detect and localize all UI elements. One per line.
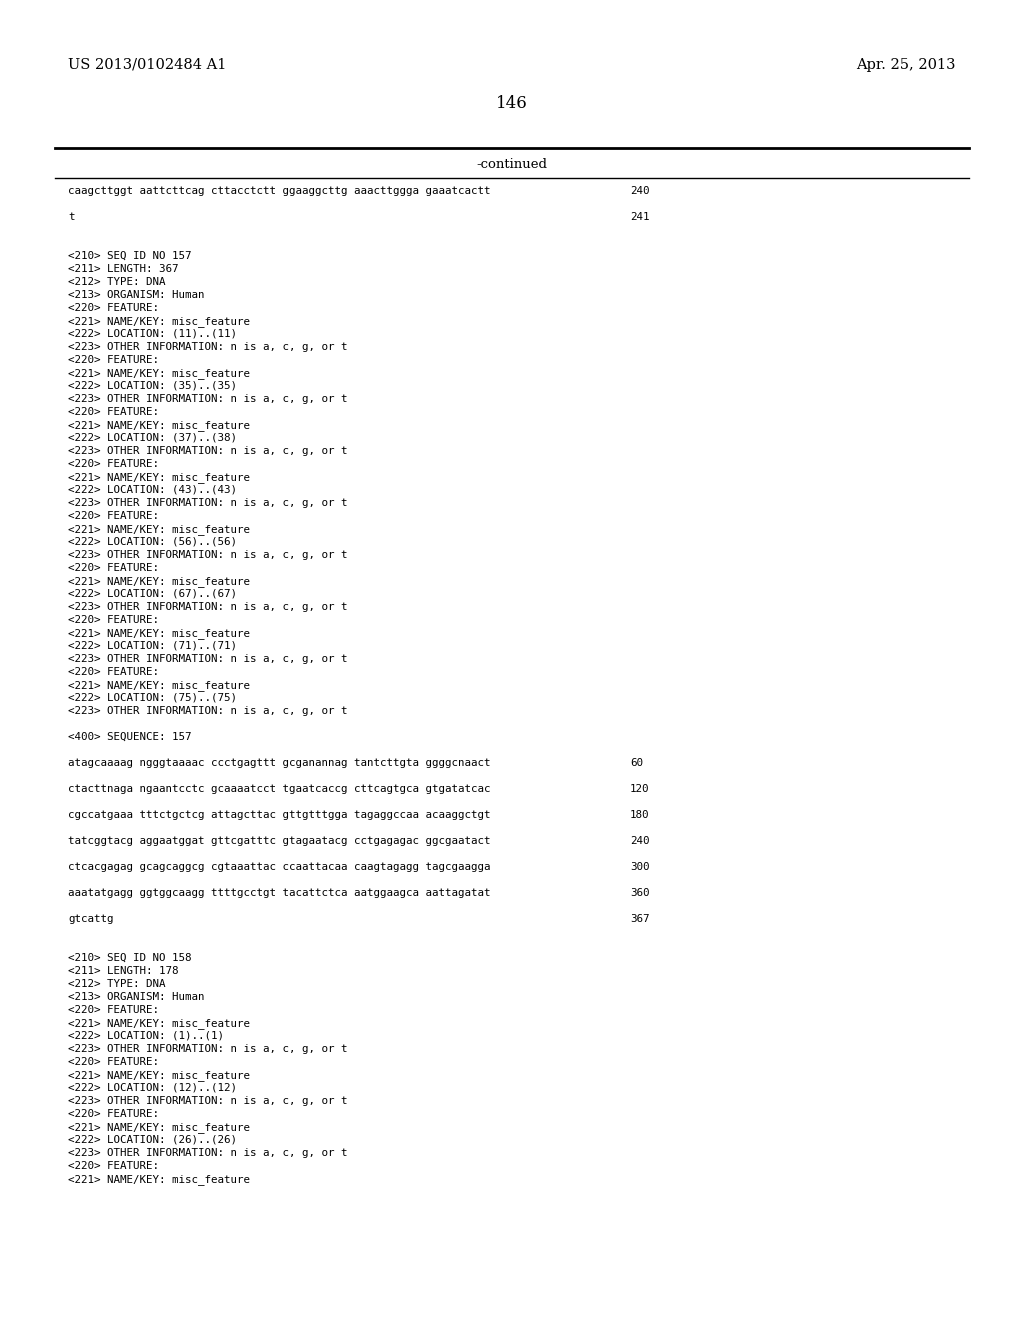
Text: <222> LOCATION: (35)..(35): <222> LOCATION: (35)..(35) [68, 381, 237, 391]
Text: <210> SEQ ID NO 157: <210> SEQ ID NO 157 [68, 251, 191, 261]
Text: <222> LOCATION: (11)..(11): <222> LOCATION: (11)..(11) [68, 329, 237, 339]
Text: <223> OTHER INFORMATION: n is a, c, g, or t: <223> OTHER INFORMATION: n is a, c, g, o… [68, 550, 347, 560]
Text: <222> LOCATION: (71)..(71): <222> LOCATION: (71)..(71) [68, 642, 237, 651]
Text: <220> FEATURE:: <220> FEATURE: [68, 1005, 159, 1015]
Text: <400> SEQUENCE: 157: <400> SEQUENCE: 157 [68, 733, 191, 742]
Text: aaatatgagg ggtggcaagg ttttgcctgt tacattctca aatggaagca aattagatat: aaatatgagg ggtggcaagg ttttgcctgt tacattc… [68, 888, 490, 898]
Text: <223> OTHER INFORMATION: n is a, c, g, or t: <223> OTHER INFORMATION: n is a, c, g, o… [68, 498, 347, 508]
Text: gtcattg: gtcattg [68, 913, 114, 924]
Text: <221> NAME/KEY: misc_feature: <221> NAME/KEY: misc_feature [68, 1071, 250, 1081]
Text: 180: 180 [630, 810, 649, 820]
Text: 240: 240 [630, 836, 649, 846]
Text: 367: 367 [630, 913, 649, 924]
Text: <221> NAME/KEY: misc_feature: <221> NAME/KEY: misc_feature [68, 628, 250, 639]
Text: <222> LOCATION: (26)..(26): <222> LOCATION: (26)..(26) [68, 1135, 237, 1144]
Text: <223> OTHER INFORMATION: n is a, c, g, or t: <223> OTHER INFORMATION: n is a, c, g, o… [68, 1044, 347, 1053]
Text: <223> OTHER INFORMATION: n is a, c, g, or t: <223> OTHER INFORMATION: n is a, c, g, o… [68, 446, 347, 455]
Text: ctacttnaga ngaantcctc gcaaaatcct tgaatcaccg cttcagtgca gtgatatcac: ctacttnaga ngaantcctc gcaaaatcct tgaatca… [68, 784, 490, 795]
Text: <213> ORGANISM: Human: <213> ORGANISM: Human [68, 993, 205, 1002]
Text: <220> FEATURE:: <220> FEATURE: [68, 1109, 159, 1119]
Text: caagcttggt aattcttcag cttacctctt ggaaggcttg aaacttggga gaaatcactt: caagcttggt aattcttcag cttacctctt ggaaggc… [68, 186, 490, 195]
Text: <220> FEATURE:: <220> FEATURE: [68, 304, 159, 313]
Text: <221> NAME/KEY: misc_feature: <221> NAME/KEY: misc_feature [68, 420, 250, 430]
Text: <221> NAME/KEY: misc_feature: <221> NAME/KEY: misc_feature [68, 1122, 250, 1133]
Text: <213> ORGANISM: Human: <213> ORGANISM: Human [68, 290, 205, 300]
Text: <220> FEATURE:: <220> FEATURE: [68, 459, 159, 469]
Text: <223> OTHER INFORMATION: n is a, c, g, or t: <223> OTHER INFORMATION: n is a, c, g, o… [68, 653, 347, 664]
Text: 241: 241 [630, 213, 649, 222]
Text: <223> OTHER INFORMATION: n is a, c, g, or t: <223> OTHER INFORMATION: n is a, c, g, o… [68, 602, 347, 612]
Text: <211> LENGTH: 367: <211> LENGTH: 367 [68, 264, 178, 275]
Text: <220> FEATURE:: <220> FEATURE: [68, 1057, 159, 1067]
Text: <222> LOCATION: (75)..(75): <222> LOCATION: (75)..(75) [68, 693, 237, 704]
Text: -continued: -continued [476, 158, 548, 172]
Text: <220> FEATURE:: <220> FEATURE: [68, 511, 159, 521]
Text: ctcacgagag gcagcaggcg cgtaaattac ccaattacaa caagtagagg tagcgaagga: ctcacgagag gcagcaggcg cgtaaattac ccaatta… [68, 862, 490, 873]
Text: <220> FEATURE:: <220> FEATURE: [68, 1162, 159, 1171]
Text: 146: 146 [496, 95, 528, 112]
Text: cgccatgaaa tttctgctcg attagcttac gttgtttgga tagaggccaa acaaggctgt: cgccatgaaa tttctgctcg attagcttac gttgttt… [68, 810, 490, 820]
Text: 60: 60 [630, 758, 643, 768]
Text: <222> LOCATION: (43)..(43): <222> LOCATION: (43)..(43) [68, 484, 237, 495]
Text: <222> LOCATION: (37)..(38): <222> LOCATION: (37)..(38) [68, 433, 237, 444]
Text: <221> NAME/KEY: misc_feature: <221> NAME/KEY: misc_feature [68, 368, 250, 379]
Text: <221> NAME/KEY: misc_feature: <221> NAME/KEY: misc_feature [68, 473, 250, 483]
Text: <221> NAME/KEY: misc_feature: <221> NAME/KEY: misc_feature [68, 1173, 250, 1185]
Text: Apr. 25, 2013: Apr. 25, 2013 [856, 58, 956, 73]
Text: <221> NAME/KEY: misc_feature: <221> NAME/KEY: misc_feature [68, 524, 250, 535]
Text: tatcggtacg aggaatggat gttcgatttc gtagaatacg cctgagagac ggcgaatact: tatcggtacg aggaatggat gttcgatttc gtagaat… [68, 836, 490, 846]
Text: <212> TYPE: DNA: <212> TYPE: DNA [68, 979, 166, 989]
Text: <223> OTHER INFORMATION: n is a, c, g, or t: <223> OTHER INFORMATION: n is a, c, g, o… [68, 342, 347, 352]
Text: <223> OTHER INFORMATION: n is a, c, g, or t: <223> OTHER INFORMATION: n is a, c, g, o… [68, 1096, 347, 1106]
Text: 240: 240 [630, 186, 649, 195]
Text: <220> FEATURE:: <220> FEATURE: [68, 667, 159, 677]
Text: <211> LENGTH: 178: <211> LENGTH: 178 [68, 966, 178, 975]
Text: <221> NAME/KEY: misc_feature: <221> NAME/KEY: misc_feature [68, 680, 250, 690]
Text: <221> NAME/KEY: misc_feature: <221> NAME/KEY: misc_feature [68, 576, 250, 587]
Text: <220> FEATURE:: <220> FEATURE: [68, 564, 159, 573]
Text: <210> SEQ ID NO 158: <210> SEQ ID NO 158 [68, 953, 191, 964]
Text: <212> TYPE: DNA: <212> TYPE: DNA [68, 277, 166, 286]
Text: 300: 300 [630, 862, 649, 873]
Text: <221> NAME/KEY: misc_feature: <221> NAME/KEY: misc_feature [68, 1018, 250, 1028]
Text: <222> LOCATION: (67)..(67): <222> LOCATION: (67)..(67) [68, 589, 237, 599]
Text: <222> LOCATION: (1)..(1): <222> LOCATION: (1)..(1) [68, 1031, 224, 1041]
Text: atagcaaaag ngggtaaaac ccctgagttt gcganannag tantcttgta ggggcnaact: atagcaaaag ngggtaaaac ccctgagttt gcganan… [68, 758, 490, 768]
Text: <221> NAME/KEY: misc_feature: <221> NAME/KEY: misc_feature [68, 315, 250, 327]
Text: t: t [68, 213, 75, 222]
Text: 120: 120 [630, 784, 649, 795]
Text: <223> OTHER INFORMATION: n is a, c, g, or t: <223> OTHER INFORMATION: n is a, c, g, o… [68, 393, 347, 404]
Text: <220> FEATURE:: <220> FEATURE: [68, 355, 159, 366]
Text: US 2013/0102484 A1: US 2013/0102484 A1 [68, 58, 226, 73]
Text: <222> LOCATION: (12)..(12): <222> LOCATION: (12)..(12) [68, 1082, 237, 1093]
Text: <220> FEATURE:: <220> FEATURE: [68, 615, 159, 624]
Text: <220> FEATURE:: <220> FEATURE: [68, 407, 159, 417]
Text: <222> LOCATION: (56)..(56): <222> LOCATION: (56)..(56) [68, 537, 237, 546]
Text: 360: 360 [630, 888, 649, 898]
Text: <223> OTHER INFORMATION: n is a, c, g, or t: <223> OTHER INFORMATION: n is a, c, g, o… [68, 1148, 347, 1158]
Text: <223> OTHER INFORMATION: n is a, c, g, or t: <223> OTHER INFORMATION: n is a, c, g, o… [68, 706, 347, 715]
